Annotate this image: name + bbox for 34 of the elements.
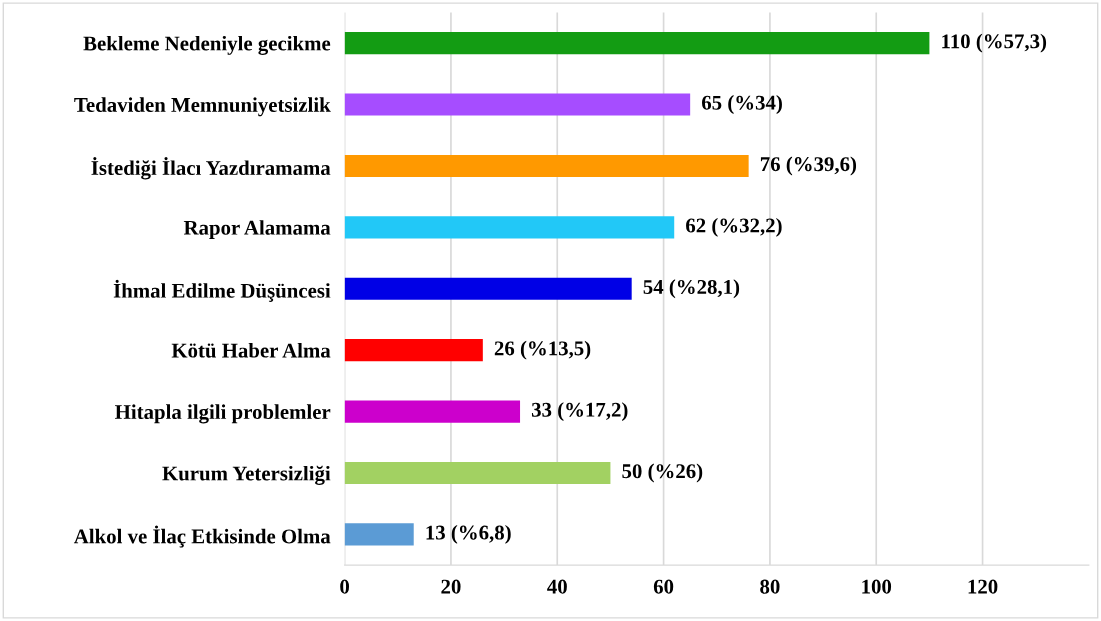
y-tick-label: Kurum Yetersizliği <box>162 465 331 485</box>
y-tick-label: Tedaviden Memnuniyetsizlik <box>74 97 331 117</box>
y-tick-label: Rapor Alamama <box>183 220 331 240</box>
bar <box>344 339 483 362</box>
x-tick-label: 20 <box>441 579 461 594</box>
y-tick-label: Alkol ve İlaç Etkisinde Olma <box>73 525 331 548</box>
bar <box>344 400 521 423</box>
x-tick-label: 80 <box>760 579 780 594</box>
bar <box>344 216 675 239</box>
data-label: 54 (%28,1) <box>643 279 740 299</box>
bar <box>344 93 691 116</box>
data-label: 110 (%57,3) <box>942 33 1047 53</box>
x-tick-label: 40 <box>547 579 567 594</box>
x-tick-label: 100 <box>862 579 892 594</box>
data-label: 76 (%39,6) <box>760 156 857 176</box>
data-label: 65 (%34) <box>701 95 782 114</box>
y-tick-label: Hitapla ilgili problemler <box>115 404 331 424</box>
bar <box>344 277 632 300</box>
y-tick-label: İstediği İlacı Yazdıramama <box>91 157 331 180</box>
bar <box>344 154 749 177</box>
data-label: 26 (%13,5) <box>494 340 591 360</box>
data-label: 33 (%17,2) <box>531 402 628 422</box>
x-tick-label: 120 <box>968 579 998 594</box>
bar <box>344 32 930 55</box>
data-label: 13 (%6,8) <box>426 524 511 544</box>
bar <box>344 523 414 546</box>
y-tick-label: Kötü Haber Alma <box>171 342 331 358</box>
x-tick-label: 0 <box>340 579 350 594</box>
x-tick-label: 60 <box>653 579 674 594</box>
y-tick-label: Bekleme Nedeniyle gecikme <box>83 35 331 55</box>
data-label: 62 (%32,2) <box>686 217 782 237</box>
bar <box>344 461 611 485</box>
data-label: 50 (%26) <box>622 463 703 483</box>
y-tick-label: İhmal Edilme Düşüncesi <box>113 279 331 302</box>
